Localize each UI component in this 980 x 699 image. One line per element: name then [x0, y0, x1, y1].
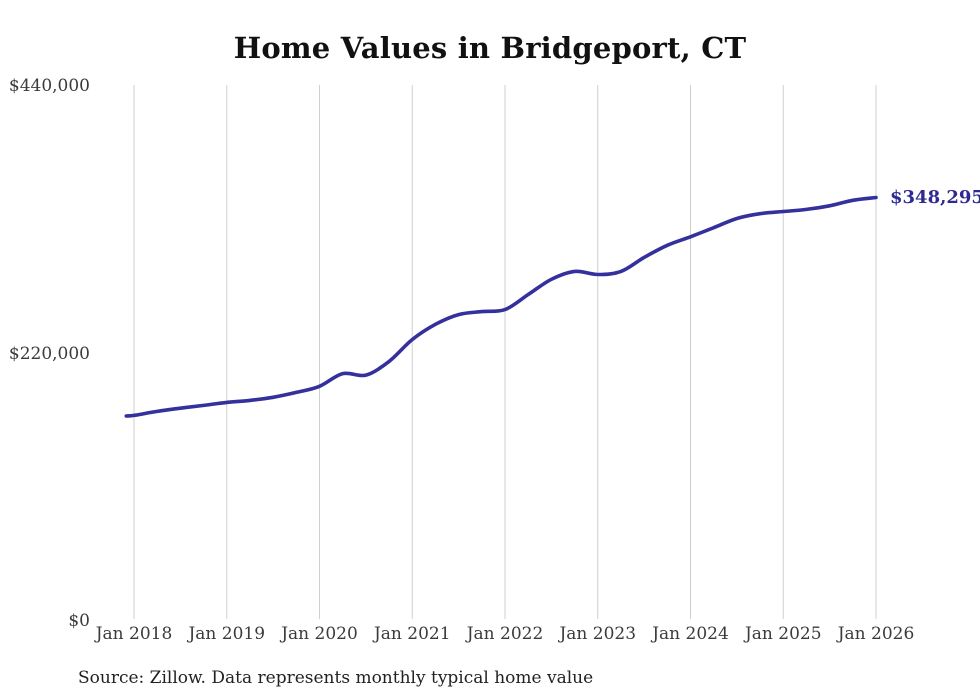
- x-axis-tick-label: Jan 2018: [95, 624, 173, 644]
- y-axis-tick-label: $440,000: [8, 76, 90, 96]
- x-axis-tick-label: Jan 2026: [837, 624, 915, 644]
- chart-title: Home Values in Bridgeport, CT: [233, 31, 747, 65]
- x-axis-tick-label: Jan 2022: [466, 624, 544, 644]
- series-line: [124, 195, 878, 418]
- x-axis-tick-label: Jan 2020: [281, 624, 358, 644]
- source-note: Source: Zillow. Data represents monthly …: [78, 668, 594, 688]
- gridlines-group: [133, 85, 877, 619]
- x-axis-tick-label: Jan 2025: [744, 624, 822, 644]
- y-axis-tick-label: $220,000: [8, 343, 90, 364]
- x-axis-tick-label: Jan 2019: [188, 624, 266, 644]
- x-axis-tick-label: Jan 2023: [559, 624, 637, 644]
- end-value-label: $348,295: [890, 186, 980, 208]
- y-axis-tick-label: $0: [68, 611, 90, 631]
- x-axis-tick-label: Jan 2024: [652, 624, 729, 644]
- x-axis-tick-label: Jan 2021: [373, 624, 451, 644]
